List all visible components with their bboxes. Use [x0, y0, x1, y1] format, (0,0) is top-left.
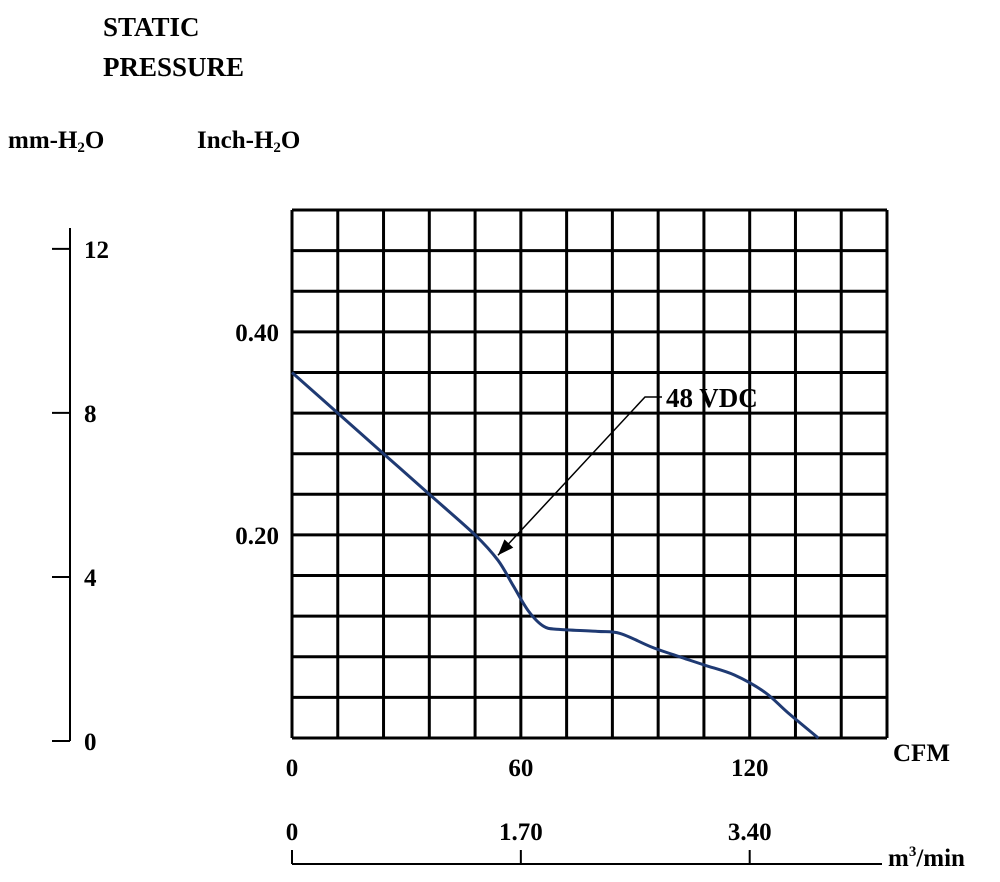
left-axis: 12 8 4 0	[52, 228, 109, 756]
x-axis-unit: CFM	[893, 740, 950, 767]
left-axis-tick-label: 0	[84, 729, 97, 756]
annotation-arrowhead	[497, 539, 514, 556]
series-annotation: 48 VDC	[497, 383, 758, 556]
y-axis-tick-label: 0.40	[235, 320, 279, 347]
annotation-leader-line	[497, 396, 662, 556]
left-axis-unit: mm-H2O	[8, 127, 104, 156]
x2-axis-tick-label: 0	[286, 819, 299, 846]
left-axis-tick-label: 8	[84, 401, 97, 428]
x2-axis-tick-label: 1.70	[499, 819, 543, 846]
chart-grid	[290, 208, 889, 740]
title-line-2: PRESSURE	[103, 52, 244, 82]
x2-axis-tick-label: 3.40	[728, 819, 772, 846]
series-line-48vdc	[291, 371, 820, 740]
annotation-label: 48 VDC	[666, 383, 758, 413]
x-axis-tick-label: 120	[731, 755, 769, 782]
x-axis-tick-label: 60	[508, 755, 533, 782]
x2-axis-unit: m3/min	[888, 844, 965, 872]
x2-axis: 0 1.70 3.40	[286, 819, 882, 865]
left-axis-tick-label: 4	[84, 565, 97, 592]
x-axis-tick-label: 0	[286, 755, 299, 782]
title-line-1: STATIC	[103, 12, 200, 42]
y-axis-unit: Inch-H2O	[197, 127, 300, 156]
y-axis-ticks: 0.40 0.20	[235, 320, 279, 550]
y-axis-tick-label: 0.20	[235, 523, 279, 550]
left-axis-tick-label: 12	[84, 237, 109, 264]
x-axis-ticks: 0 60 120	[286, 755, 769, 782]
